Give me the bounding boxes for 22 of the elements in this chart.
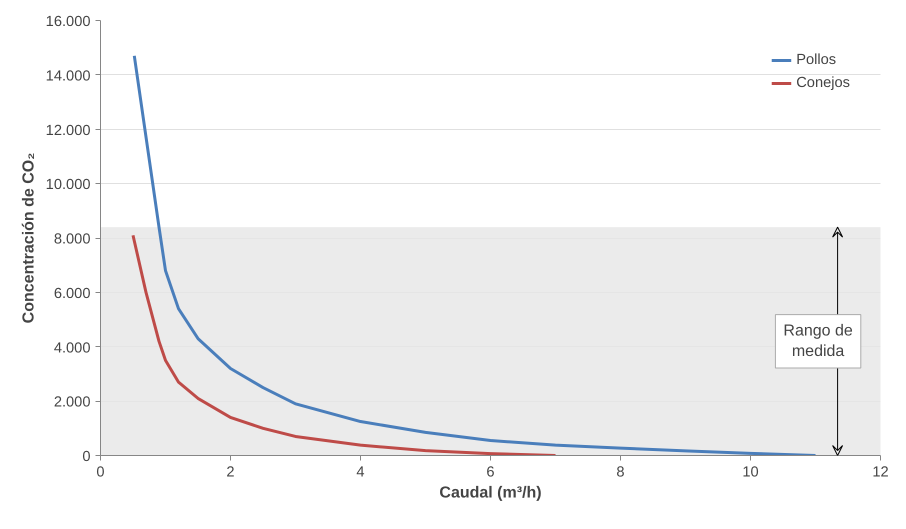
legend-label: Pollos <box>796 52 836 68</box>
x-tick-label: 0 <box>96 464 105 480</box>
y-axis-title: Concentración de CO₂ <box>20 152 38 324</box>
y-tick-label: 0 <box>82 449 91 465</box>
x-tick-label: 2 <box>226 464 235 480</box>
x-axis-title: Caudal (m³/h) <box>439 484 542 502</box>
x-tick-label: 8 <box>616 464 625 480</box>
line-series <box>132 234 557 456</box>
y-tick-label: 4.000 <box>54 340 91 356</box>
x-tick-label: 12 <box>872 464 889 480</box>
x-tick-label: 10 <box>742 464 759 480</box>
x-tick-label: 4 <box>356 464 365 480</box>
y-tick-label: 2.000 <box>54 394 91 411</box>
y-tick-label: 14.000 <box>46 68 90 84</box>
band-label: Rango de medida <box>783 322 853 360</box>
y-tick-label: 6.000 <box>54 286 91 302</box>
y-tick-label: 10.000 <box>46 177 90 194</box>
x-tick-label: 6 <box>486 464 495 480</box>
y-tick-label: 16.000 <box>46 14 90 30</box>
y-tick-label: 12.000 <box>46 122 90 139</box>
y-tick-label: 8.000 <box>54 232 91 248</box>
legend-label: Conejos <box>796 75 850 91</box>
